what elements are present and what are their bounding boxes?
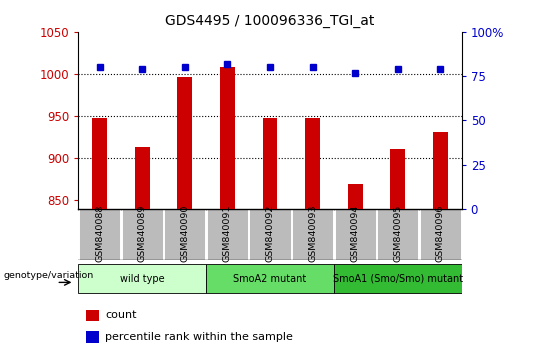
Text: genotype/variation: genotype/variation [3,271,93,280]
Text: GSM840092: GSM840092 [266,205,274,262]
Bar [348,184,363,354]
Bar [292,209,333,260]
Text: GSM840093: GSM840093 [308,205,317,262]
Bar [135,147,150,354]
Bar [334,264,462,293]
Text: GSM840091: GSM840091 [223,205,232,262]
Bar [207,209,248,260]
Text: GSM840095: GSM840095 [393,205,402,262]
Bar [377,209,418,260]
Bar [262,118,278,354]
Text: count: count [105,310,137,320]
Bar [122,209,163,260]
Bar [305,118,320,354]
Bar [390,149,405,354]
Bar [420,209,461,260]
Bar [79,209,120,260]
Text: percentile rank within the sample: percentile rank within the sample [105,332,293,342]
Bar [220,67,235,354]
Bar [206,264,334,293]
Bar [433,132,448,354]
Text: GSM840088: GSM840088 [95,205,104,262]
Bar [86,309,99,321]
Text: GSM840090: GSM840090 [180,205,190,262]
Bar [78,264,206,293]
Bar [86,331,99,343]
Text: GSM840089: GSM840089 [138,205,147,262]
Text: wild type: wild type [120,274,165,284]
Title: GDS4495 / 100096336_TGI_at: GDS4495 / 100096336_TGI_at [165,14,375,28]
Bar [164,209,205,260]
Text: SmoA2 mutant: SmoA2 mutant [233,274,307,284]
Bar [177,76,192,354]
Bar [335,209,376,260]
Text: GSM840094: GSM840094 [350,205,360,262]
Text: SmoA1 (Smo/Smo) mutant: SmoA1 (Smo/Smo) mutant [333,274,463,284]
Bar [92,118,107,354]
Text: GSM840096: GSM840096 [436,205,445,262]
Bar [249,209,291,260]
